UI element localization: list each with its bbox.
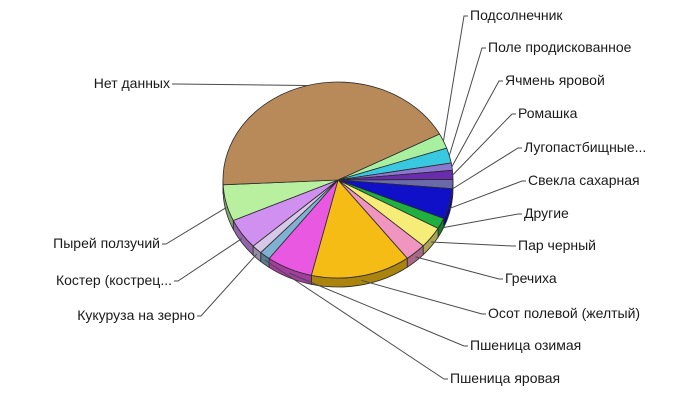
leader-line bbox=[440, 213, 522, 229]
leader-line bbox=[451, 80, 503, 167]
slice-label: Кукуруза на зерно bbox=[77, 307, 195, 323]
slice-label: Лугопастбищные... bbox=[524, 139, 646, 155]
slice-label: Пшеница яровая bbox=[450, 370, 560, 386]
leader-line bbox=[361, 279, 486, 315]
slice-label: Осот полевой (желтый) bbox=[488, 305, 640, 321]
slice-label: Нет данных bbox=[94, 75, 170, 91]
leader-line bbox=[172, 83, 308, 87]
slice-label: Костер (кострец... bbox=[56, 272, 172, 288]
pie-slice-нет-данных[interactable] bbox=[222, 81, 441, 186]
slice-label: Пшеница озимая bbox=[470, 337, 581, 353]
slice-label: Подсолнечник bbox=[470, 7, 563, 23]
pie-labels: Подсолнечник Поле продискованное Ячмень яр… bbox=[53, 7, 646, 386]
leader-line bbox=[197, 253, 258, 317]
slice-label: Пырей ползучий bbox=[53, 235, 160, 251]
leader-line bbox=[415, 256, 503, 280]
leader-line bbox=[452, 147, 522, 190]
leader-line bbox=[431, 241, 516, 247]
slice-label: Гречиха bbox=[505, 270, 557, 286]
leader-line bbox=[448, 47, 486, 156]
slice-label: Поле продискованное bbox=[488, 39, 632, 55]
leader-line bbox=[452, 113, 516, 176]
leader-line bbox=[449, 180, 526, 209]
slice-label: Другие bbox=[524, 205, 569, 221]
pie-slices bbox=[222, 81, 454, 279]
slice-label: Пар черный bbox=[518, 237, 596, 253]
leader-line bbox=[162, 207, 227, 245]
slice-label: Свекла сахарная bbox=[528, 172, 640, 188]
slice-label: Ромашка bbox=[518, 105, 578, 121]
slice-label: Ячмень яровой bbox=[505, 72, 605, 88]
leader-line bbox=[174, 238, 243, 282]
leader-line bbox=[264, 259, 448, 380]
leader-line bbox=[442, 15, 468, 142]
pie-slice-осот-полевой-желтый[interactable] bbox=[310, 179, 408, 279]
leader-line bbox=[289, 272, 468, 347]
